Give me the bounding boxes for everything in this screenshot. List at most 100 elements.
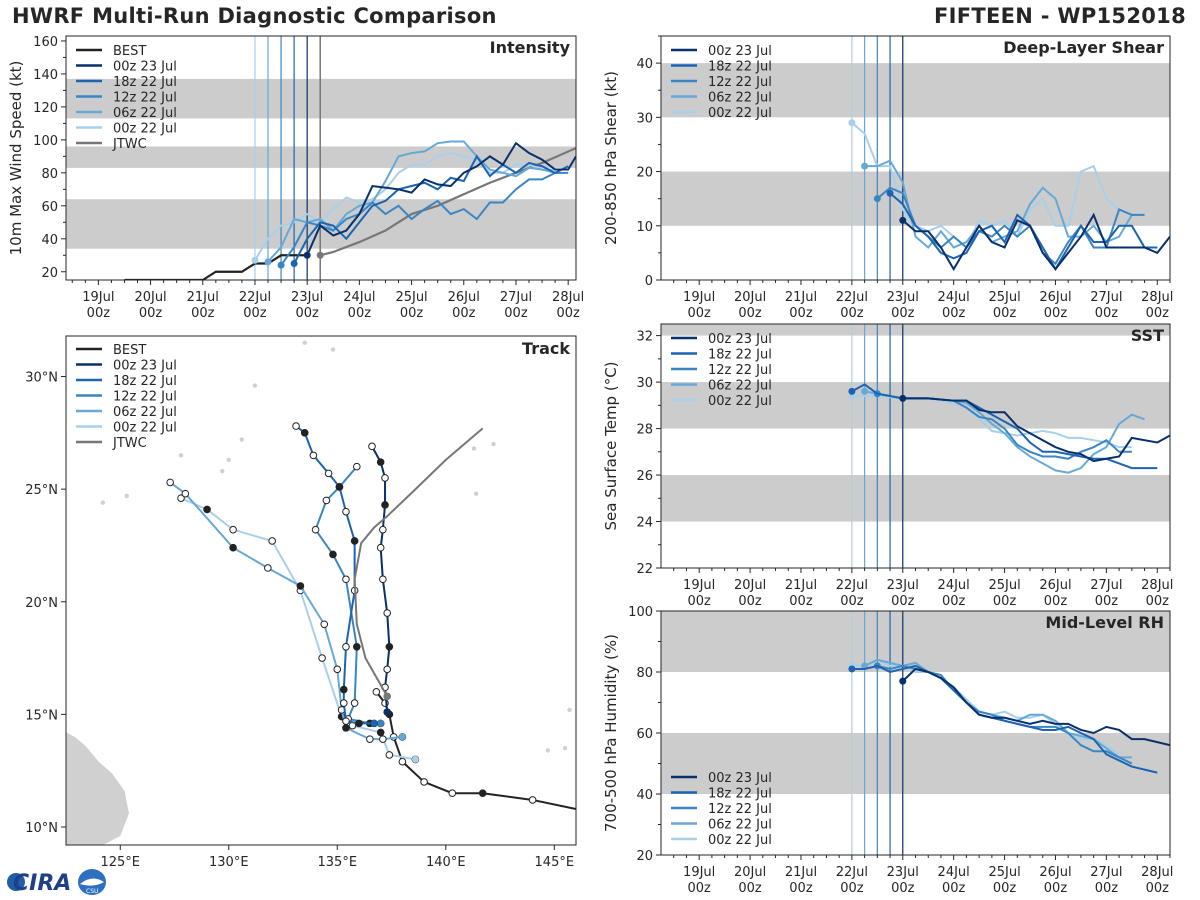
track-series-marker: [318, 654, 326, 662]
track-ytick-label: 10°N: [25, 821, 58, 836]
sst-series-line: [902, 397, 1170, 463]
track-series-marker: [300, 429, 309, 437]
storm-identifier: FIFTEEN - WP152018: [933, 4, 1186, 28]
track-series-marker: [342, 717, 350, 725]
intensity-band: [66, 78, 576, 119]
intensity-series-line: [306, 141, 576, 256]
rh-xtick-hour: 00z: [1095, 881, 1119, 896]
rh-legend-label: 00z 22 Jul: [708, 833, 772, 848]
land-mass: [66, 732, 129, 845]
intensity-legend-label: 12z 22 Jul: [113, 91, 177, 106]
track-series-marker: [342, 507, 350, 516]
intensity-ytick-label: 120: [33, 101, 58, 116]
land-island: [324, 874, 328, 878]
shear-xtick-hour: 00z: [789, 306, 813, 321]
track-series-marker: [339, 685, 348, 694]
panel-rh: 2040608010019Jul00z20Jul00z21Jul00z22Jul…: [602, 605, 1173, 896]
track-series-line: [169, 481, 403, 741]
track-series-marker: [342, 575, 350, 584]
track-series-start-marker: [370, 719, 378, 727]
track-jtwc-marker: [383, 692, 391, 701]
track-series-marker: [353, 462, 361, 471]
shear-series-line: [889, 192, 1158, 272]
sst-xtick-day: 27Jul: [1090, 578, 1122, 593]
intensity-ytick-label: 40: [41, 233, 58, 248]
sst-xtick-hour: 00z: [993, 594, 1017, 609]
shear-ytick-label: 40: [636, 57, 653, 72]
rh-series-line: [851, 664, 1158, 774]
intensity-xtick-day: 20Jul: [134, 290, 166, 305]
intensity-ytick-label: 100: [33, 134, 58, 149]
intensity-xtick-day: 24Jul: [343, 290, 375, 305]
sst-xtick-hour: 00z: [840, 594, 864, 609]
sst-xtick-hour: 00z: [789, 594, 813, 609]
intensity-ytick-label: 160: [33, 35, 58, 50]
sst-ytick-label: 22: [636, 562, 653, 577]
shear-xtick-hour: 00z: [891, 306, 915, 321]
track-xtick-label: 135°E: [318, 855, 358, 870]
track-series-marker: [383, 609, 391, 617]
intensity-xtick-day: 19Jul: [82, 290, 114, 305]
sst-band: [661, 382, 1170, 429]
intensity-ytick-label: 20: [41, 266, 58, 281]
sst-xtick-day: 23Jul: [887, 578, 919, 593]
intensity-frame: [65, 35, 577, 281]
sst-xtick-day: 19Jul: [683, 578, 715, 593]
rh-legend-label: 12z 22 Jul: [708, 802, 772, 817]
shear-xtick-day: 19Jul: [683, 290, 715, 305]
shear-series-start-marker: [899, 216, 907, 224]
track-series-marker: [292, 422, 300, 430]
rh-xtick-day: 26Jul: [1039, 865, 1071, 880]
rh-legend-label: 06z 22 Jul: [708, 818, 772, 833]
shear-legend-label: 06z 22 Jul: [708, 91, 772, 106]
rh-legend-label: 00z 23 Jul: [708, 771, 772, 786]
track-series-marker: [385, 751, 394, 759]
shear-xtick-day: 28Jul: [1141, 290, 1173, 305]
intensity-legend-label: JTWC: [112, 137, 147, 152]
track-xtick-label: 130°E: [209, 855, 249, 870]
sst-legend-label: 00z 22 Jul: [708, 394, 772, 409]
sst-legend-label: 18z 22 Jul: [708, 348, 772, 363]
track-legend-label: BEST: [113, 343, 146, 358]
shear-xtick-day: 24Jul: [938, 290, 970, 305]
track-series-start-marker: [377, 719, 385, 727]
track-legend-label: 18z 22 Jul: [113, 374, 177, 389]
land-island: [302, 340, 307, 345]
track-series-line: [295, 425, 375, 725]
track-best-marker: [398, 757, 407, 766]
shear-xtick-day: 22Jul: [836, 290, 868, 305]
intensity-jtwc-marker: [316, 251, 324, 259]
panel-shear: 01020304019Jul00z20Jul00z21Jul00z22Jul00…: [602, 35, 1173, 321]
shear-xtick-hour: 00z: [738, 306, 762, 321]
sst-xtick-day: 24Jul: [938, 578, 970, 593]
intensity-series-line: [280, 171, 569, 266]
track-ytick-label: 25°N: [25, 483, 58, 498]
rh-xtick-day: 21Jul: [785, 865, 817, 880]
rh-xtick-hour: 00z: [993, 881, 1017, 896]
track-series-marker: [329, 550, 337, 559]
sst-xtick-hour: 00z: [738, 594, 762, 609]
track-series-marker: [203, 505, 211, 514]
rh-xtick-hour: 00z: [840, 881, 864, 896]
rh-xtick-day: 22Jul: [836, 865, 868, 880]
track-legend-label: 00z 23 Jul: [113, 359, 177, 374]
shear-series-start-marker: [848, 119, 856, 127]
shear-ytick-label: 10: [636, 220, 653, 235]
intensity-legend-label: 06z 22 Jul: [113, 106, 177, 121]
logo-text: CIRA: [13, 871, 71, 896]
sst-xtick-day: 22Jul: [836, 578, 868, 593]
rh-legend-label: 18z 22 Jul: [708, 787, 772, 802]
track-series-marker: [379, 575, 387, 584]
shear-xtick-day: 21Jul: [785, 290, 817, 305]
intensity-xtick-hour: 00z: [191, 306, 215, 321]
intensity-ylabel: 10m Max Wind Speed (kt): [7, 61, 25, 256]
rh-xtick-day: 25Jul: [988, 865, 1020, 880]
rh-ytick-label: 20: [636, 849, 653, 864]
shear-band: [661, 63, 1170, 118]
track-series-marker: [309, 451, 318, 460]
shear-xtick-day: 27Jul: [1090, 290, 1122, 305]
track-jtwc-line: [353, 427, 484, 697]
intensity-xtick-hour: 00z: [504, 306, 528, 321]
track-series-marker: [181, 489, 190, 498]
rh-xtick-hour: 00z: [1044, 881, 1068, 896]
